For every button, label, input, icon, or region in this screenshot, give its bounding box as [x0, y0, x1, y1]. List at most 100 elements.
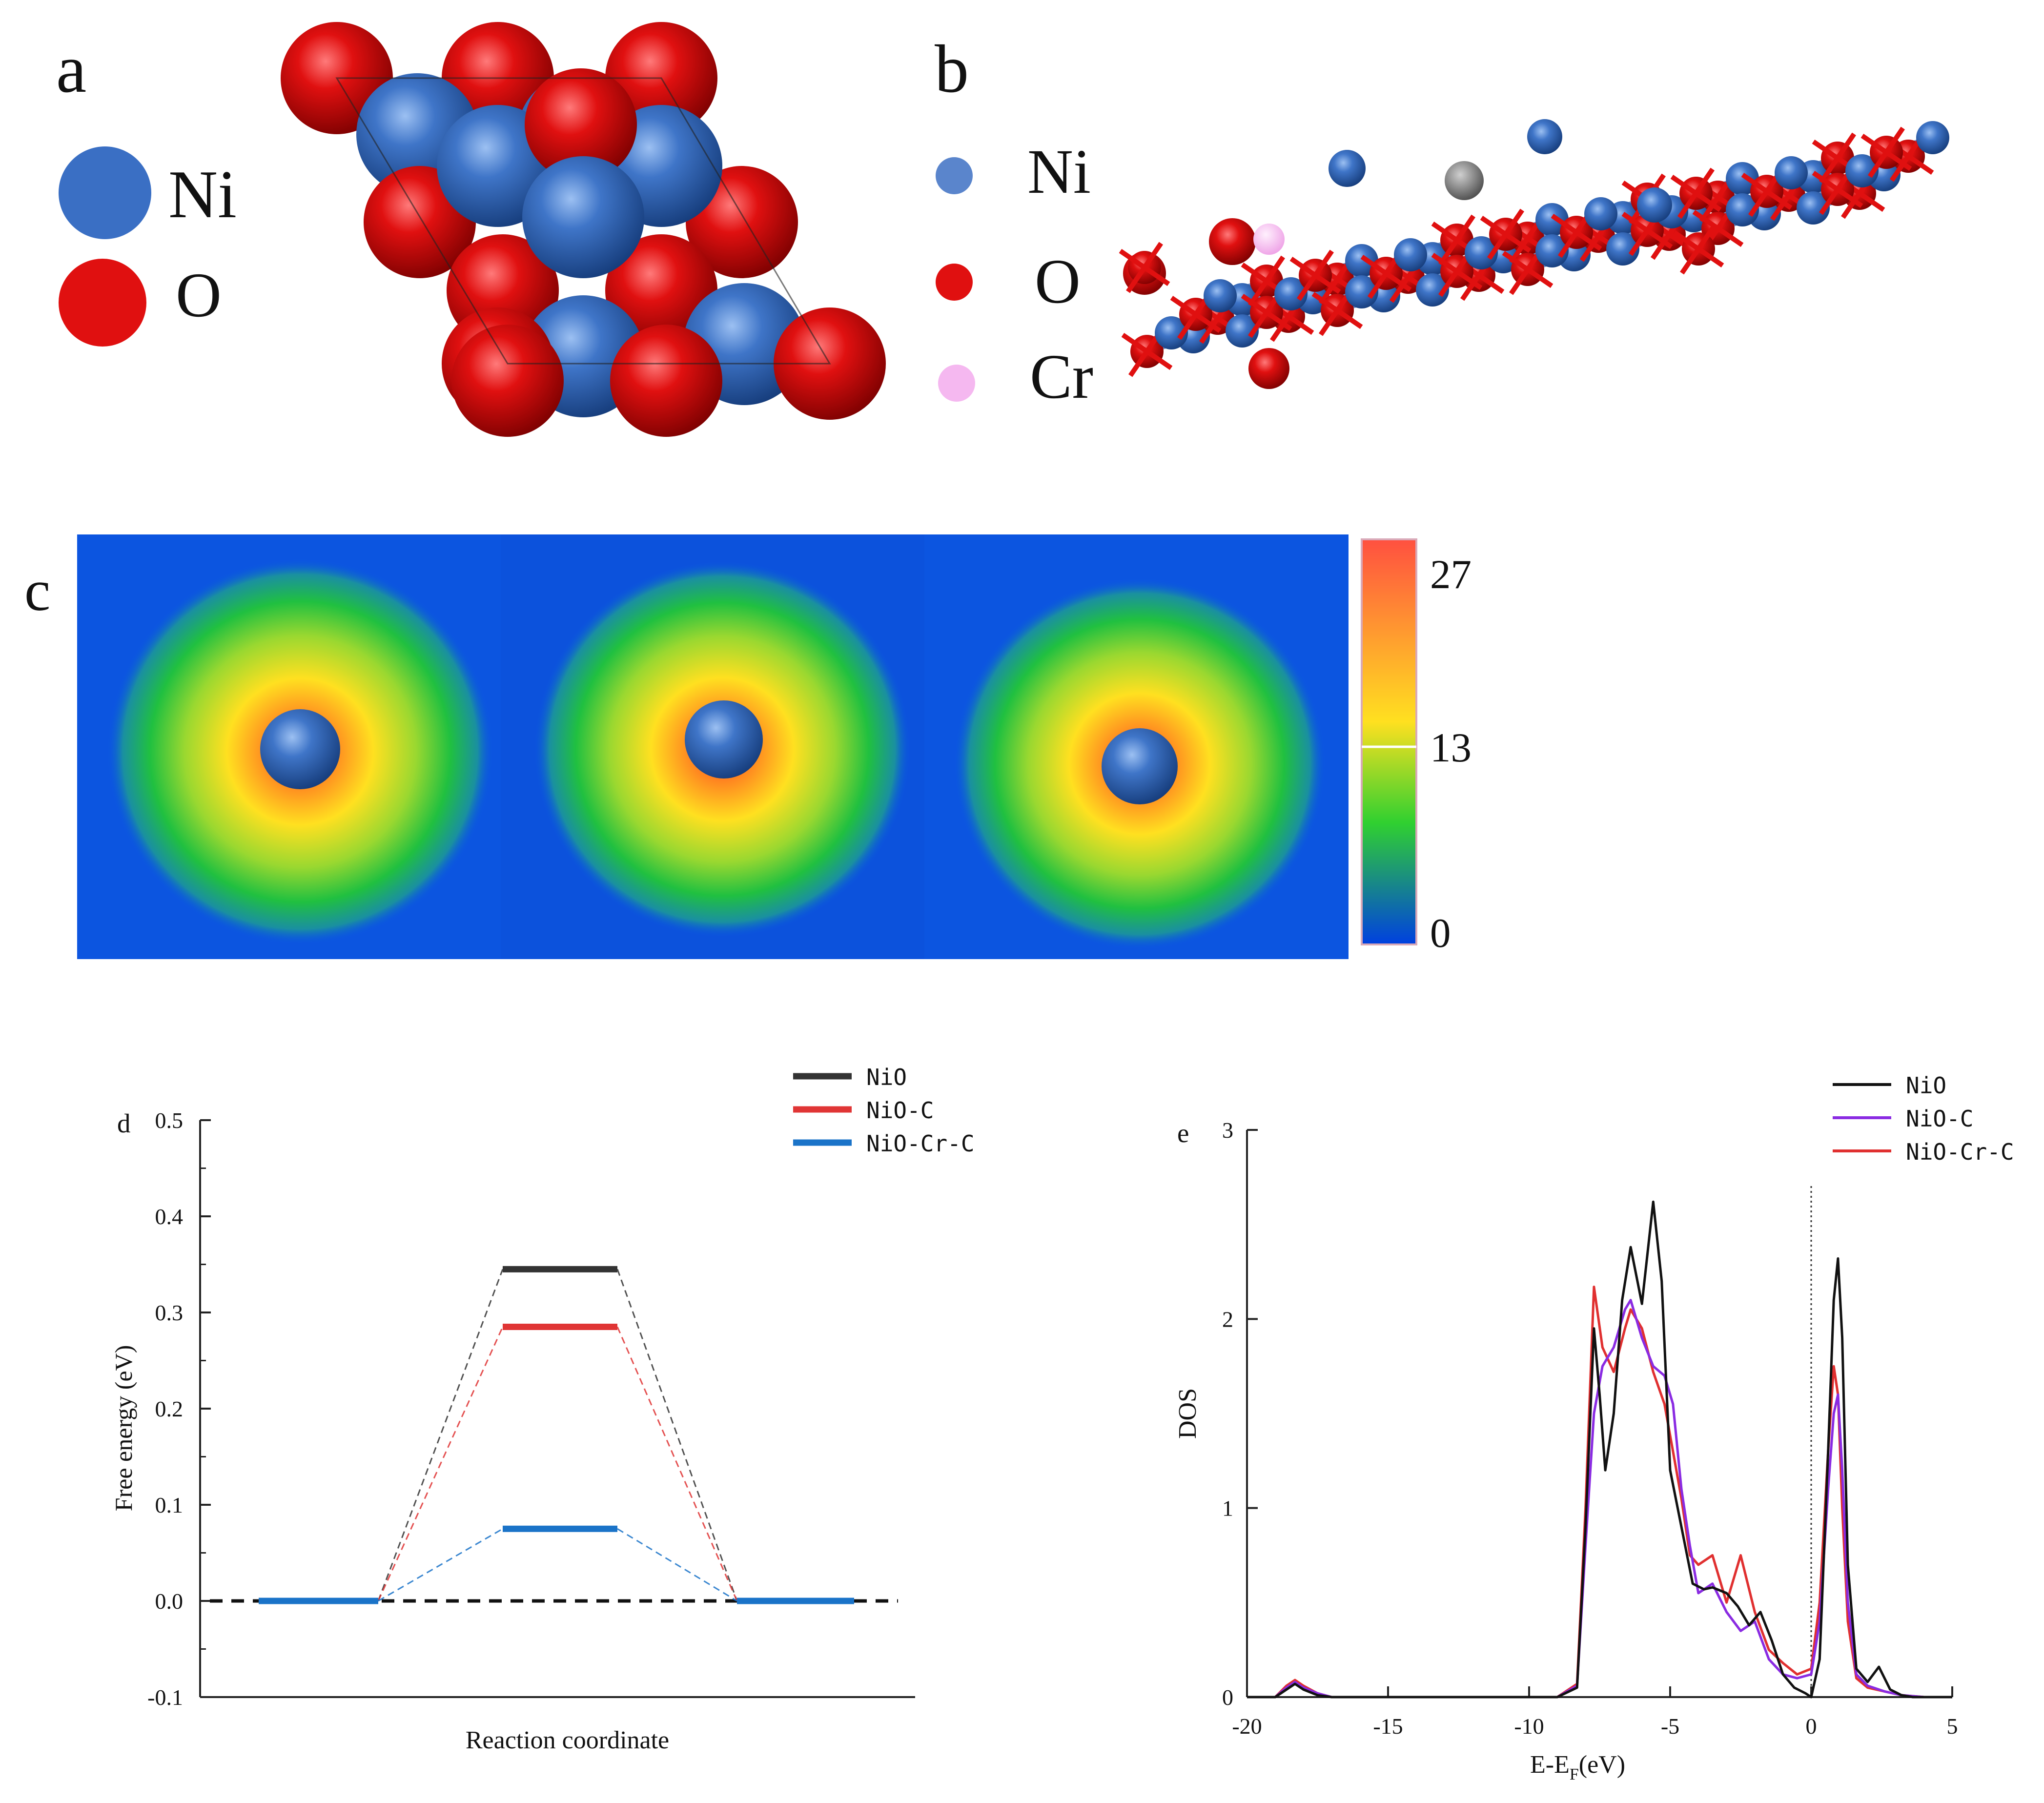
- o-bond-stub: [1670, 174, 1697, 196]
- panel-label-a: a: [56, 31, 86, 107]
- o-bond-stub: [1289, 256, 1317, 278]
- charge-density-tiles: [77, 534, 1349, 959]
- x-tick-label: 0: [1806, 1714, 1817, 1739]
- ni-atom: [1916, 121, 1949, 154]
- chart-free-energy: -0.1 0.0 0.1 0.2 0.3 0.4 0.5 Free energy (eV) Re…: [110, 1064, 975, 1754]
- legend-label: NiO-C: [866, 1097, 934, 1124]
- o-bond-stub: [1717, 226, 1744, 247]
- c-atom: [1445, 161, 1484, 200]
- legend-b: Ni O Cr: [936, 137, 1093, 412]
- o-bond-stub: [1119, 248, 1146, 270]
- ni-atom: [1535, 203, 1569, 236]
- o-bond-stub: [1503, 208, 1525, 236]
- o-bond-stub: [1145, 349, 1173, 370]
- o-bond-stub: [1679, 247, 1701, 275]
- o-bond-stub: [1125, 266, 1147, 293]
- x-tick-label: -5: [1661, 1714, 1679, 1739]
- o-bond-stub: [1765, 189, 1793, 210]
- series-nio-c: [259, 1324, 854, 1604]
- legend-label: NiO: [1906, 1072, 1946, 1099]
- o-bond-stub: [1170, 295, 1197, 317]
- legend-label: NiO: [866, 1064, 907, 1090]
- o-bond-stub: [1770, 194, 1791, 221]
- o-bond-stub: [1241, 262, 1268, 284]
- o-bond-stub: [1385, 271, 1412, 292]
- o-bond-stub: [1884, 126, 1905, 154]
- o-bond-stub: [1142, 242, 1164, 269]
- connector-line: [377, 1269, 504, 1601]
- ni-atom: [1155, 316, 1188, 349]
- o-bond-stub: [1694, 167, 1715, 195]
- o-bond-stub: [1143, 265, 1170, 287]
- x-tick-label: -10: [1514, 1714, 1544, 1739]
- o-bond-stub: [1628, 229, 1650, 256]
- chart-dos: 0 1 2 3 -20 -15 -10 -5 0 5 DOS E-EF(eV) NiO NiO-C NiO-…: [1174, 1072, 2014, 1783]
- o-bond-stub: [1269, 315, 1291, 342]
- o-bond-stub: [1697, 246, 1724, 268]
- o-bond-stub: [1621, 211, 1649, 233]
- o-bond-stub: [1677, 192, 1698, 219]
- o-bond-stub: [1695, 191, 1722, 212]
- ni-atom: [1394, 238, 1427, 271]
- connector-line: [616, 1269, 738, 1601]
- o-bond-stub: [1575, 230, 1602, 251]
- legend-a: Ni O: [59, 146, 237, 347]
- o-atom: [1248, 348, 1289, 389]
- o-bond-stub: [1840, 192, 1862, 219]
- ni-atom-2: [685, 700, 763, 779]
- ni-atom: [1329, 150, 1366, 187]
- o-bond-stub: [1860, 133, 1888, 155]
- legend-label-o: O: [176, 260, 222, 330]
- legend-e: NiO NiO-C NiO-Cr-C: [1833, 1072, 2014, 1165]
- legend-swatch-o: [59, 259, 146, 347]
- o-bond-stub: [1741, 172, 1768, 194]
- nio-cr-c-slab-model: [1119, 119, 1949, 389]
- o-bond-stub: [1812, 139, 1839, 161]
- o-bond-stub: [1431, 221, 1458, 243]
- panel-label-d: d: [117, 1108, 131, 1138]
- legend-swatch-ni: [59, 146, 151, 239]
- y-tick-label: 2: [1222, 1307, 1233, 1332]
- o-bond-stub: [1673, 230, 1700, 251]
- o-bond-stub: [1194, 312, 1222, 333]
- panel-d: d -0.1 0.0 0.1 0.2 0.3 0.4 0.5 Free energy (eV)…: [110, 1064, 975, 1754]
- series-nio: [259, 1266, 854, 1604]
- legend-label: NiO-Cr-C: [1906, 1139, 2014, 1165]
- o-bond-stub: [1812, 170, 1839, 192]
- slab-atoms: [1119, 119, 1949, 389]
- x-axis-label: Reaction coordinate: [466, 1726, 669, 1754]
- o-atom: [1209, 218, 1256, 265]
- o-bond-stub: [1438, 270, 1459, 297]
- o-bond-stub: [1819, 188, 1840, 215]
- o-bond-stub: [1696, 223, 1717, 250]
- o-bond-stub: [1318, 309, 1340, 336]
- panel-c: c 27 13 0: [24, 534, 1472, 959]
- y-tick-label: 0.5: [155, 1108, 184, 1133]
- o-bond-stub: [1907, 154, 1934, 175]
- y-tick-label: 0.1: [155, 1493, 184, 1517]
- o-bond-stub: [1287, 314, 1314, 335]
- o-bond-stub: [1121, 332, 1148, 354]
- y-tick-label: 0: [1222, 1685, 1233, 1710]
- o-bond-stub: [1557, 231, 1579, 258]
- y-tick-label: 0.2: [155, 1396, 184, 1421]
- o-bond-stub: [1477, 273, 1505, 294]
- o-bond-stub: [1858, 191, 1885, 212]
- o-bond-stub: [1264, 255, 1286, 283]
- ni-atom: [1606, 232, 1639, 266]
- o-bond-stub: [1128, 350, 1149, 377]
- y-axis-label: Free energy (eV): [110, 1345, 137, 1512]
- o-bond-stub: [1650, 233, 1672, 260]
- o-bond-stub: [1296, 274, 1318, 301]
- ni-atom-1: [260, 709, 340, 789]
- o-bond-stub: [1241, 293, 1268, 315]
- o-bond-stub: [1265, 310, 1292, 331]
- o-bond-stub: [1177, 313, 1198, 340]
- legend-label-o-b: O: [1035, 246, 1081, 317]
- ni-atom: [1845, 154, 1879, 187]
- ni-atom: [1527, 119, 1562, 154]
- o-bond-stub: [1551, 213, 1578, 235]
- o-bond-stub: [1460, 274, 1481, 301]
- ni-atom: [1726, 193, 1759, 226]
